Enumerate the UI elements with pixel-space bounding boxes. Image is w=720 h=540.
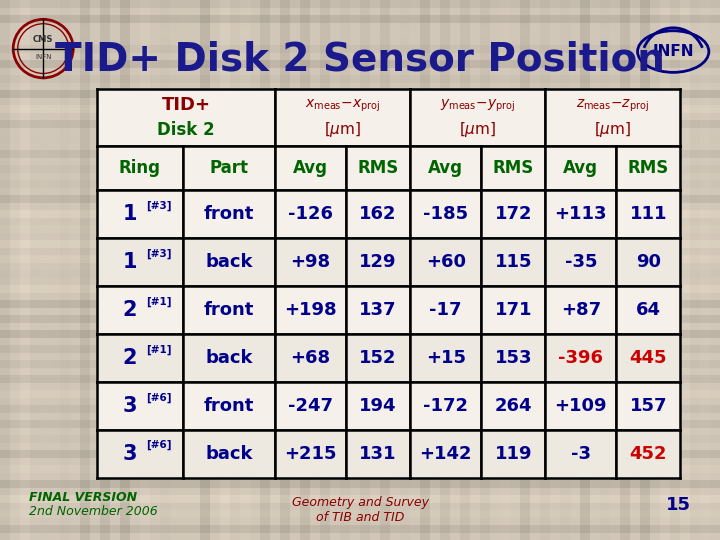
Text: INFN: INFN — [652, 44, 694, 59]
Text: +198: +198 — [284, 301, 337, 319]
Text: -396: -396 — [558, 349, 603, 367]
Text: back: back — [205, 253, 253, 271]
Text: 131: 131 — [359, 445, 397, 463]
Text: +15: +15 — [426, 349, 466, 367]
Text: [$\mu$m]: [$\mu$m] — [459, 120, 496, 139]
Text: Geometry and Survey
of TIB and TID: Geometry and Survey of TIB and TID — [292, 496, 428, 524]
Text: RMS: RMS — [492, 159, 534, 177]
Text: -3: -3 — [571, 445, 591, 463]
Text: 2: 2 — [122, 300, 137, 320]
Text: Avg: Avg — [293, 159, 328, 177]
Text: 90: 90 — [636, 253, 661, 271]
Text: 153: 153 — [495, 349, 532, 367]
Text: 171: 171 — [495, 301, 532, 319]
Text: $y_\mathrm{meas}$$-y_\mathrm{proj}$: $y_\mathrm{meas}$$-y_\mathrm{proj}$ — [440, 98, 516, 114]
Text: 264: 264 — [495, 397, 532, 415]
Text: 119: 119 — [495, 445, 532, 463]
Text: [#6]: [#6] — [146, 392, 171, 402]
Text: FINAL VERSION: FINAL VERSION — [29, 491, 137, 504]
Text: [$\mu$m]: [$\mu$m] — [594, 120, 631, 139]
Text: 15: 15 — [666, 496, 691, 514]
Text: 3: 3 — [122, 444, 137, 464]
Text: 1: 1 — [122, 204, 137, 224]
Text: 2: 2 — [122, 348, 137, 368]
Text: 64: 64 — [636, 301, 661, 319]
Text: TID+: TID+ — [161, 96, 211, 114]
Text: Avg: Avg — [563, 159, 598, 177]
Text: [#1]: [#1] — [146, 296, 171, 307]
Text: 194: 194 — [359, 397, 397, 415]
Text: 445: 445 — [630, 349, 667, 367]
Text: -35: -35 — [564, 253, 597, 271]
Text: -126: -126 — [288, 205, 333, 224]
Text: RMS: RMS — [358, 159, 399, 177]
Text: CMS: CMS — [33, 35, 53, 44]
Text: 162: 162 — [359, 205, 397, 224]
Text: INFN: INFN — [35, 55, 51, 60]
Text: 152: 152 — [359, 349, 397, 367]
Text: [#3]: [#3] — [146, 200, 171, 211]
Text: +215: +215 — [284, 445, 337, 463]
Text: back: back — [205, 445, 253, 463]
Text: [$\mu$m]: [$\mu$m] — [324, 120, 361, 139]
Text: [#6]: [#6] — [146, 440, 171, 450]
Text: -172: -172 — [423, 397, 468, 415]
Text: TID+ Disk 2 Sensor Position: TID+ Disk 2 Sensor Position — [55, 40, 665, 78]
Text: RMS: RMS — [628, 159, 669, 177]
Text: +68: +68 — [290, 349, 330, 367]
Text: +109: +109 — [554, 397, 607, 415]
Text: -247: -247 — [288, 397, 333, 415]
Text: 172: 172 — [495, 205, 532, 224]
Text: Disk 2: Disk 2 — [157, 121, 215, 139]
Text: +142: +142 — [420, 445, 472, 463]
Text: $z_\mathrm{meas}$$-z_\mathrm{proj}$: $z_\mathrm{meas}$$-z_\mathrm{proj}$ — [576, 98, 649, 114]
Text: Avg: Avg — [428, 159, 463, 177]
Text: -185: -185 — [423, 205, 468, 224]
Text: 2nd November 2006: 2nd November 2006 — [29, 505, 158, 518]
Text: 137: 137 — [359, 301, 397, 319]
Text: front: front — [204, 397, 254, 415]
Text: Ring: Ring — [119, 159, 161, 177]
Text: -17: -17 — [429, 301, 462, 319]
Text: +87: +87 — [561, 301, 601, 319]
Text: front: front — [204, 205, 254, 224]
Text: 452: 452 — [630, 445, 667, 463]
Text: +98: +98 — [290, 253, 330, 271]
Text: front: front — [204, 301, 254, 319]
Text: back: back — [205, 349, 253, 367]
Text: 129: 129 — [359, 253, 397, 271]
Text: Part: Part — [210, 159, 248, 177]
Text: [#1]: [#1] — [146, 345, 171, 355]
Text: $x_\mathrm{meas}$$-x_\mathrm{proj}$: $x_\mathrm{meas}$$-x_\mathrm{proj}$ — [305, 98, 380, 114]
Text: 111: 111 — [630, 205, 667, 224]
Text: 157: 157 — [630, 397, 667, 415]
Text: 3: 3 — [122, 396, 137, 416]
Text: 115: 115 — [495, 253, 532, 271]
Text: +113: +113 — [554, 205, 607, 224]
Text: 1: 1 — [122, 252, 137, 272]
Text: +60: +60 — [426, 253, 466, 271]
Text: [#3]: [#3] — [146, 248, 171, 259]
